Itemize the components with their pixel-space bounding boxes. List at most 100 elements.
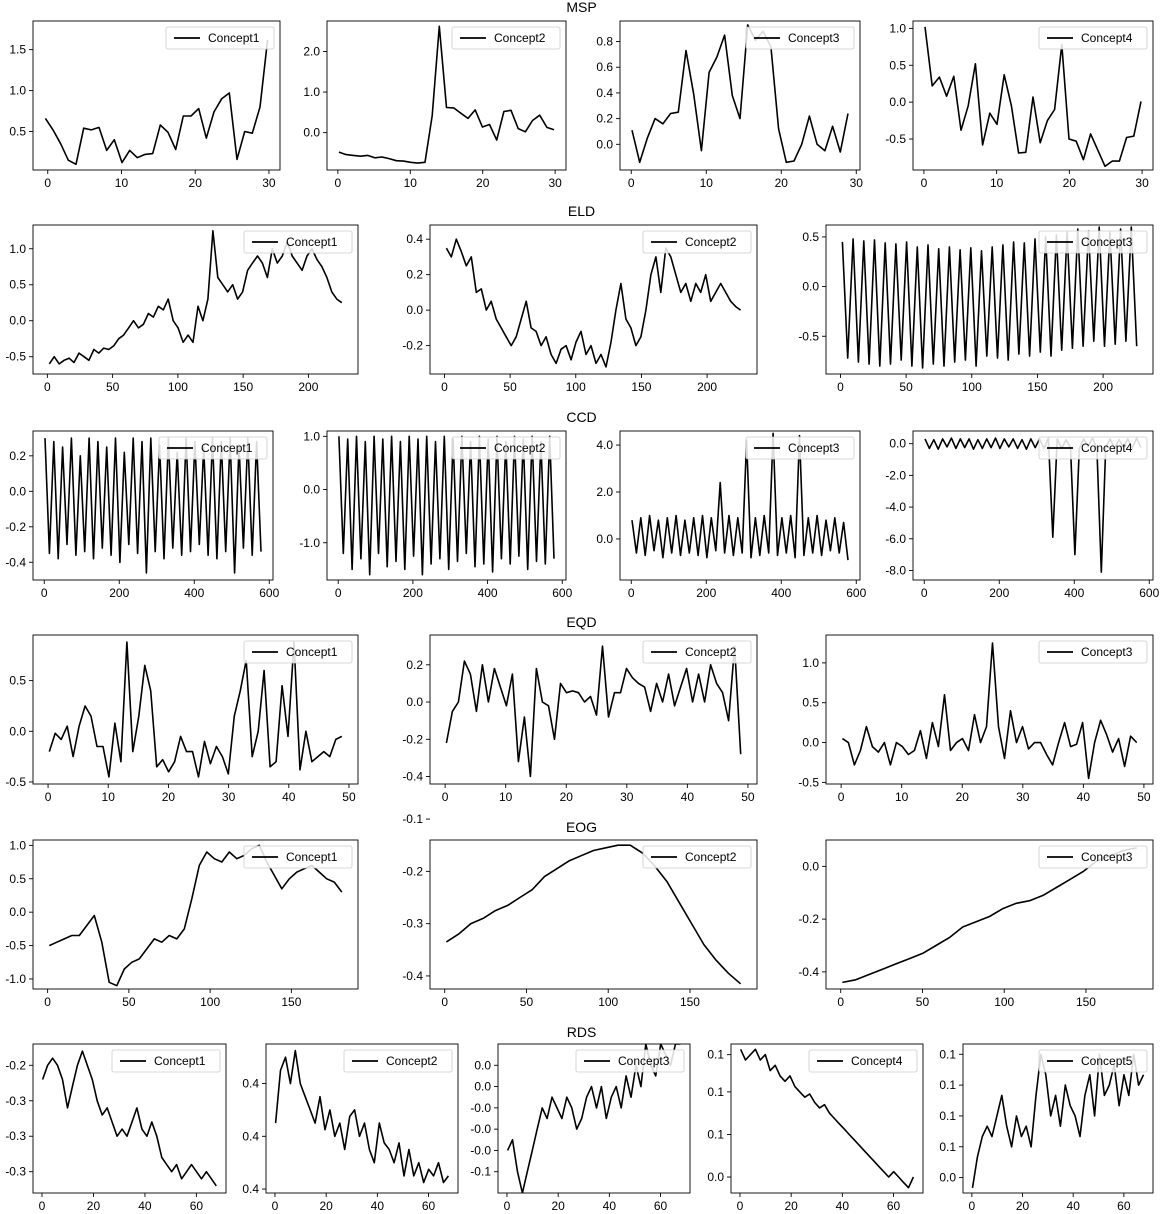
legend-box	[1038, 640, 1148, 664]
y-tick-label: 0.0	[802, 280, 819, 294]
y-tick-label: 0.5	[9, 125, 26, 139]
legend-entry: Concept3	[618, 1054, 670, 1068]
y-tick-label: -0.5	[5, 775, 26, 789]
y-tick-label: 0.0	[9, 314, 26, 328]
subplot-msp-1: 0 10 20 30 0.5 1.0 1.5 Concept1	[9, 20, 281, 190]
legend-box	[165, 26, 275, 50]
y-tick-label: 1.0	[9, 838, 26, 852]
x-tick-label: 600	[846, 586, 866, 600]
y-tick-label: -0.4	[402, 969, 423, 983]
x-tick-label: 600	[1139, 586, 1159, 600]
x-tick-label: 20	[1016, 1199, 1030, 1213]
x-tick-label: 100	[200, 995, 220, 1009]
legend-box	[808, 1049, 918, 1073]
x-tick-label: 60	[1117, 1199, 1131, 1213]
x-tick-label: 0	[628, 586, 635, 600]
x-tick-label: 400	[184, 586, 204, 600]
x-tick-label: 150	[281, 995, 301, 1009]
series-line-concept4	[924, 26, 1142, 168]
y-tick-label: 0.4	[596, 86, 613, 100]
series-line-concept3	[841, 642, 1138, 780]
x-tick-label: 10	[115, 176, 129, 190]
x-tick-label: 50	[520, 995, 534, 1009]
y-tick-label: 1.0	[303, 85, 320, 99]
y-tick-label: -2.0	[885, 468, 906, 482]
subplot-eld-7: 0 50 100 150 200 -0.5 0.0 0.5 Concept3	[798, 224, 1154, 394]
x-tick-label: 200	[697, 380, 717, 394]
axes-frame	[32, 839, 359, 990]
y-tick-label: 0.1	[707, 1085, 724, 1099]
legend: Concept4	[1038, 436, 1148, 460]
x-tick-label: 60	[887, 1199, 901, 1213]
x-tick-label: 40	[1067, 1199, 1081, 1213]
x-tick-label: 20	[551, 1199, 565, 1213]
x-tick-label: 100	[962, 380, 982, 394]
x-tick-label: 30	[1016, 790, 1030, 804]
x-tick-label: 0	[39, 1199, 46, 1213]
legend: Concept2	[451, 436, 561, 460]
x-tick-label: 10	[700, 176, 714, 190]
legend: Concept3	[1038, 845, 1148, 869]
x-tick-label: 0	[335, 586, 342, 600]
x-tick-label: 10	[895, 790, 909, 804]
x-tick-label: 60	[654, 1199, 668, 1213]
y-tick-label: 0.5	[802, 230, 819, 244]
y-tick-label: 0.0	[303, 126, 320, 140]
legend: Concept1	[111, 1049, 221, 1073]
legend-entry: Concept3	[1081, 645, 1133, 659]
x-tick-label: 20	[560, 790, 574, 804]
x-tick-label: 10	[990, 176, 1004, 190]
axes-frame	[912, 20, 1154, 171]
y-tick-label: -0.1	[470, 1165, 491, 1179]
y-tick-label: -0.2	[5, 1058, 26, 1072]
legend: Concept3	[575, 1049, 685, 1073]
subplot-rds-22: 0 20 40 60 0.0 0.1 0.1 0.1 0.1 Concept5	[939, 1043, 1154, 1213]
y-tick-label: -0.2	[402, 864, 423, 878]
x-tick-label: 200	[298, 380, 318, 394]
y-tick-label: -0.0	[470, 1122, 491, 1136]
legend-box	[642, 230, 752, 254]
y-tick-label: -0.1	[402, 812, 423, 826]
axes-frame	[326, 430, 567, 581]
x-tick-label: 20	[319, 1199, 333, 1213]
x-tick-label: 50	[106, 380, 120, 394]
series-line-concept1	[41, 1050, 217, 1187]
legend-box	[1038, 1049, 1148, 1073]
y-tick-label: 0.0	[802, 736, 819, 750]
group-title-eld: ELD	[568, 203, 595, 219]
y-tick-label: 0.0	[9, 724, 26, 738]
subplot-eld-5: 0 50 100 150 200 -0.5 0.0 0.5 1.0 Concept1	[5, 224, 359, 394]
legend: Concept3	[1038, 640, 1148, 664]
y-tick-label: 0.0	[596, 532, 613, 546]
legend-box	[1038, 26, 1148, 50]
x-tick-label: 0	[441, 995, 448, 1009]
y-tick-label: 4.0	[596, 438, 613, 452]
series-line-concept2	[445, 238, 742, 368]
x-tick-label: 0	[441, 380, 448, 394]
legend-entry: Concept1	[286, 645, 338, 659]
legend: Concept2	[642, 845, 752, 869]
x-tick-label: 40	[371, 1199, 385, 1213]
axes-frame	[429, 839, 758, 990]
y-tick-label: 0.0	[474, 1080, 491, 1094]
x-tick-label: 0	[838, 790, 845, 804]
x-tick-label: 0	[921, 586, 928, 600]
legend-box	[243, 640, 353, 664]
legend-entry: Concept3	[1081, 850, 1133, 864]
x-tick-label: 50	[741, 790, 755, 804]
series-line-concept3	[631, 432, 849, 561]
legend-entry: Concept3	[1081, 235, 1133, 249]
y-tick-label: -0.5	[5, 350, 26, 364]
legend: Concept1	[165, 26, 275, 50]
x-tick-label: 20	[784, 1199, 798, 1213]
x-tick-label: 200	[696, 586, 716, 600]
y-tick-label: 0.1	[707, 1048, 724, 1062]
group-title-rds: RDS	[567, 1024, 597, 1040]
legend-entry: Concept1	[208, 31, 260, 45]
x-tick-label: 0	[272, 1199, 279, 1213]
y-tick-label: -0.5	[5, 939, 26, 953]
legend: Concept5	[1038, 1049, 1148, 1073]
y-tick-label: 0.0	[9, 905, 26, 919]
x-tick-label: 100	[598, 995, 618, 1009]
x-tick-label: 600	[259, 586, 279, 600]
